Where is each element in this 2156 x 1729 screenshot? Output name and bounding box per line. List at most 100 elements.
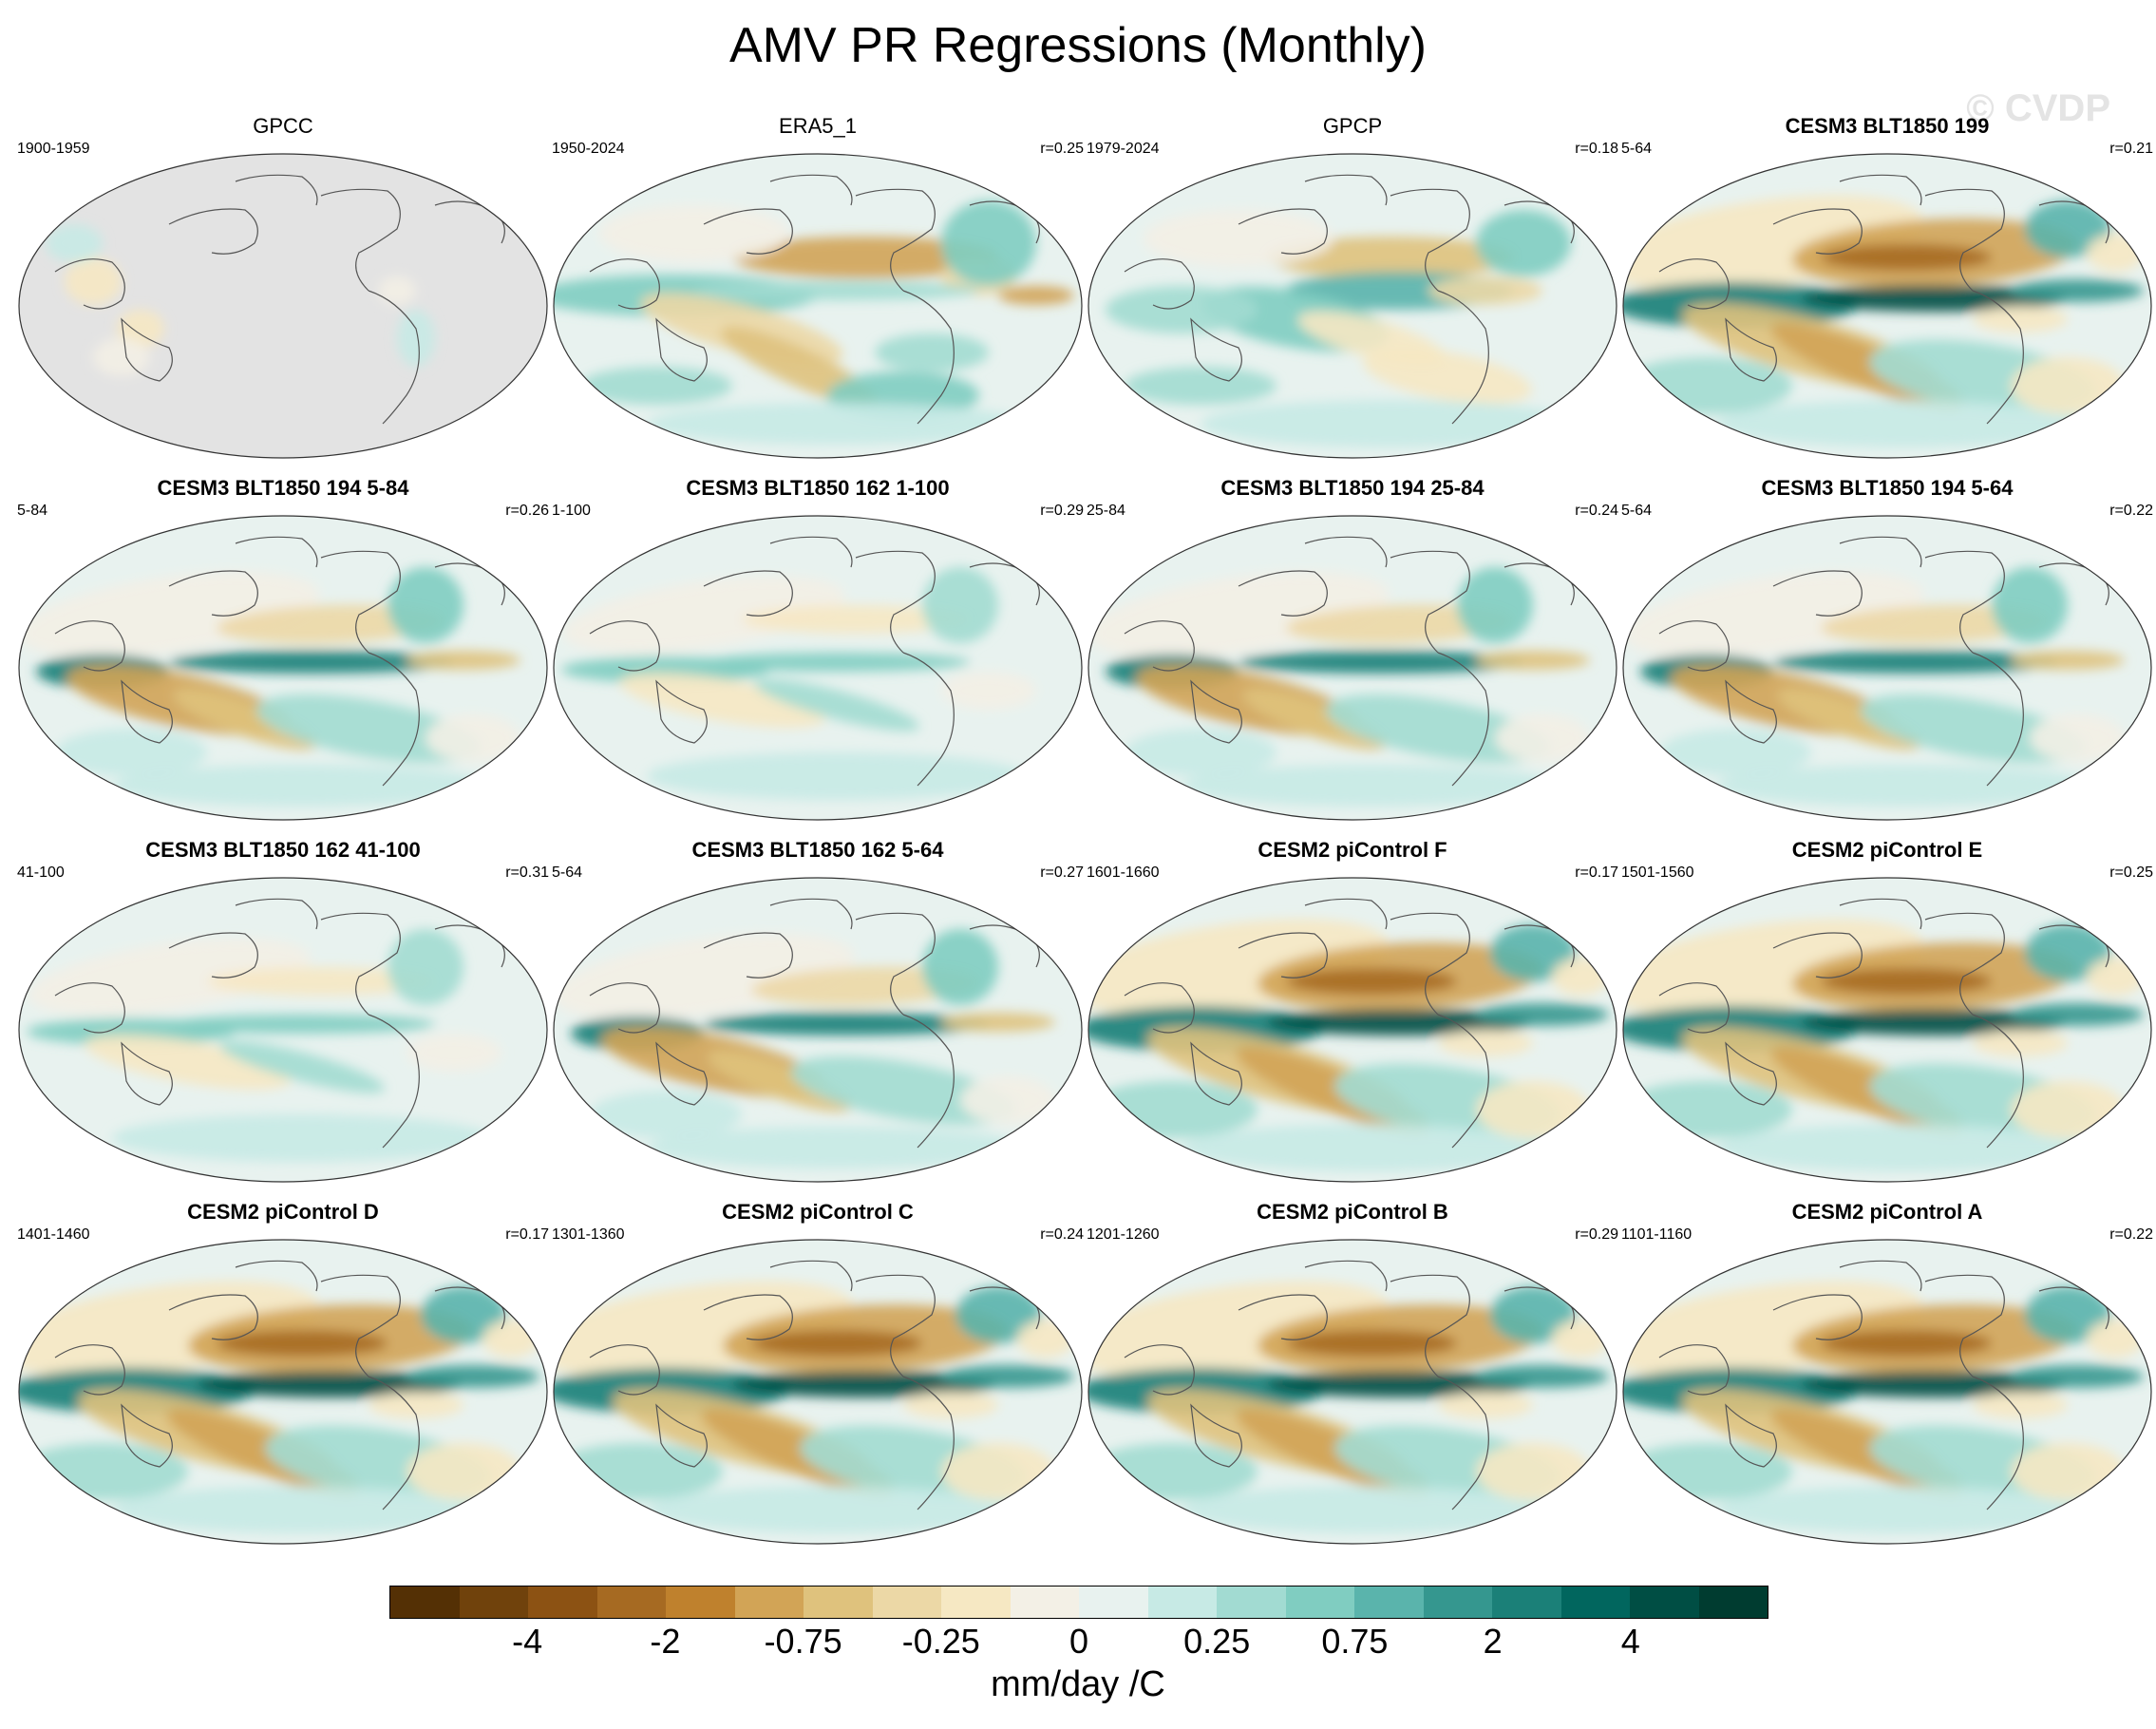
coastline — [121, 1403, 173, 1468]
anomaly-region — [941, 1443, 1055, 1500]
coastline — [769, 898, 853, 930]
colorbar-tick-label: 4 — [1620, 1622, 1640, 1661]
map-projection — [18, 1239, 548, 1545]
colorbar-swatch — [459, 1586, 528, 1618]
colorbar-swatch — [1698, 1586, 1768, 1618]
coastline — [368, 1376, 420, 1510]
anomaly-region — [169, 1015, 435, 1034]
anomaly-region — [1182, 765, 1561, 807]
coastline — [1972, 652, 2024, 787]
map-outline — [1622, 1239, 2152, 1545]
panel-title: CESM2 piControl C — [722, 1200, 914, 1224]
anomaly-region — [1623, 357, 1792, 414]
anomaly-region — [1239, 651, 1523, 674]
map-projection — [1622, 515, 2152, 821]
coastline — [589, 982, 660, 1034]
panel-correlation: r=0.25 — [2109, 864, 2153, 881]
anomaly-region — [1428, 276, 1542, 305]
anomaly-region — [28, 938, 311, 1016]
map-projection — [1087, 153, 1617, 459]
map-panel: CESM2 piControl A 1101-1160 r=0.22 — [1621, 1200, 2153, 1556]
map-outline — [1622, 515, 2152, 821]
anomaly-region — [388, 567, 463, 643]
coastline — [1839, 898, 1922, 930]
colorbar-swatch — [872, 1586, 941, 1618]
panel-period: 1-100 — [552, 503, 591, 519]
coastline — [1390, 550, 1470, 654]
anomaly-region — [407, 1443, 520, 1500]
anomaly-region — [1476, 651, 1590, 670]
anomaly-region — [1476, 1003, 1609, 1026]
map-panel: ERA5_1 1950-2024 r=0.25 — [552, 114, 1084, 470]
coastline — [1124, 1344, 1195, 1396]
anomaly-region — [93, 338, 150, 376]
coastline — [235, 1260, 318, 1292]
panel-correlation: r=0.31 — [505, 864, 549, 881]
coastline — [1390, 1274, 1470, 1378]
coastline — [235, 536, 318, 568]
anomaly-region — [647, 403, 1027, 445]
anomaly-region — [407, 1365, 539, 1388]
map-outline — [553, 877, 1083, 1183]
coastline — [320, 188, 401, 292]
anomaly-region — [732, 237, 998, 278]
panel-correlation: r=0.18 — [1575, 141, 1618, 157]
coastline — [1437, 652, 1489, 787]
map-panel: CESM2 piControl D 1401-1460 r=0.17 — [17, 1200, 549, 1556]
panel-period: 1201-1260 — [1087, 1226, 1160, 1243]
coastline — [1725, 1403, 1777, 1468]
colorbar-swatch — [528, 1586, 597, 1618]
coastline — [1437, 290, 1489, 425]
anomaly-region — [1125, 367, 1277, 405]
anomaly-region — [562, 576, 845, 654]
colorbar-swatch — [390, 1586, 460, 1618]
anomaly-region — [1182, 1124, 1561, 1171]
coastline — [655, 679, 708, 744]
coastline — [1190, 1403, 1242, 1468]
anomaly-region — [1267, 1009, 1533, 1036]
coastline — [589, 258, 660, 310]
anomaly-region — [1821, 244, 1992, 271]
map-outline — [1622, 153, 2152, 459]
coastline — [855, 912, 936, 1016]
anomaly-region — [1286, 604, 1514, 644]
coastline — [168, 570, 258, 617]
anomaly-region — [1286, 968, 1457, 995]
anomaly-region — [704, 1013, 989, 1036]
panel-title: CESM3 BLT1850 194 25-84 — [1220, 476, 1485, 500]
panel-correlation: r=0.26 — [505, 503, 549, 519]
anomaly-region — [1476, 210, 1571, 276]
panel-period: 1101-1160 — [1621, 1226, 1693, 1243]
panel-title: CESM3 BLT1850 194 5-64 — [1761, 476, 2014, 500]
map-outline — [1087, 877, 1617, 1183]
anomaly-region — [1716, 400, 2096, 447]
coastline — [1924, 188, 2005, 292]
coastline — [1124, 982, 1195, 1034]
map-outline — [18, 1239, 548, 1545]
anomaly-region — [875, 333, 989, 371]
coastline — [235, 898, 318, 930]
anomaly-region — [85, 1035, 292, 1090]
anomaly-region — [1363, 348, 1532, 405]
coastline — [855, 1274, 936, 1378]
anomaly-region — [1088, 1081, 1258, 1138]
colorbar-swatch — [666, 1586, 735, 1618]
anomaly-region — [388, 929, 463, 1005]
coastline — [1658, 258, 1730, 310]
anomaly-region — [1106, 286, 1258, 333]
map-panel: CESM2 piControl F 1601-1660 r=0.17 — [1087, 838, 1618, 1194]
map-projection — [553, 515, 1083, 821]
map-panel: CESM2 piControl B 1201-1260 r=0.29 — [1087, 1200, 1618, 1556]
anomaly-region — [903, 1392, 998, 1418]
coastline — [855, 550, 936, 654]
panel-title: CESM3 BLT1850 199 — [1785, 114, 1990, 138]
coastline — [902, 290, 955, 425]
anomaly-region — [2030, 714, 2125, 762]
anomaly-region — [217, 1330, 388, 1357]
anomaly-region — [46, 224, 103, 262]
anomaly-region — [378, 276, 416, 305]
panel-title: CESM2 piControl B — [1257, 1200, 1448, 1224]
anomaly-region — [1821, 1330, 1992, 1357]
map-projection — [1622, 877, 2152, 1183]
anomaly-region — [1201, 400, 1580, 447]
